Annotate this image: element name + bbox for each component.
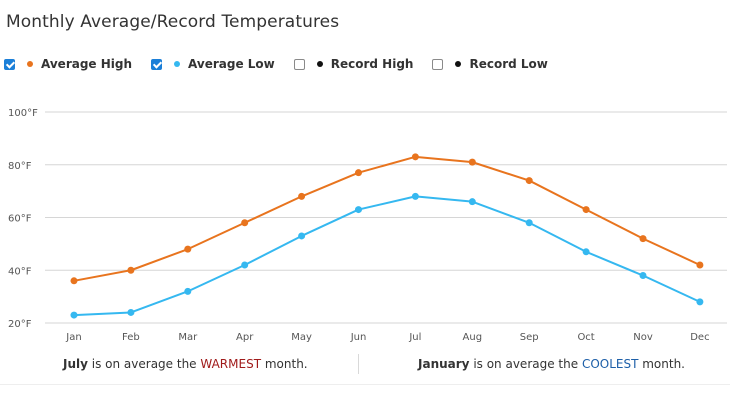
legend: Average High Average Low Record High Rec… <box>4 56 567 72</box>
data-point-average-high-jul <box>411 153 419 161</box>
data-point-average-high-may <box>298 192 306 200</box>
data-point-average-low-jun <box>355 206 362 214</box>
x-tick-label-mar: Mar <box>178 332 198 343</box>
legend-label-record-high: Record High <box>330 57 414 71</box>
bottom-divider <box>0 384 730 385</box>
data-point-average-high-jan <box>70 277 78 285</box>
checkbox-average-low[interactable] <box>151 58 163 70</box>
checkbox-record-high[interactable] <box>293 58 305 70</box>
coolest-text-after: month. <box>638 357 685 371</box>
data-point-average-low-dec <box>696 298 704 306</box>
chart-title: Monthly Average/Record Temperatures <box>6 12 340 32</box>
data-point-average-low-may <box>298 232 306 240</box>
legend-item-average-high[interactable]: Average High <box>4 57 132 71</box>
data-point-average-low-oct <box>582 248 590 256</box>
y-tick-label-80: 80°F <box>8 161 32 172</box>
y-tick-label-60: 60°F <box>8 214 32 225</box>
x-tick-label-sep: Sep <box>520 332 539 343</box>
summary-footer: July is on average the WARMEST month. Ja… <box>0 354 730 374</box>
data-point-average-low-apr <box>241 261 249 269</box>
data-point-average-low-aug <box>468 198 476 206</box>
x-tick-label-jun: Jun <box>350 332 367 343</box>
legend-item-record-low[interactable]: Record Low <box>432 57 548 71</box>
x-tick-label-nov: Nov <box>633 332 653 343</box>
data-point-average-low-mar <box>184 287 192 295</box>
x-tick-label-apr: Apr <box>236 332 254 343</box>
data-point-average-high-dec <box>696 261 704 269</box>
warmest-text-after: month. <box>261 357 308 371</box>
x-tick-label-oct: Oct <box>577 332 594 343</box>
coolest-text-before: is on average the <box>469 357 582 371</box>
y-tick-label-100: 100°F <box>8 108 38 119</box>
x-tick-label-feb: Feb <box>122 332 140 343</box>
data-point-average-low-jan <box>70 311 78 319</box>
warmest-word: WARMEST <box>200 357 262 371</box>
data-point-average-high-oct <box>582 206 590 214</box>
data-point-average-low-nov <box>639 272 647 280</box>
data-point-average-high-mar <box>184 245 192 253</box>
legend-marker-average-high <box>27 61 33 67</box>
footer-divider <box>358 354 359 374</box>
coolest-summary: January is on average the COOLEST month. <box>418 357 685 371</box>
warmest-month: July <box>63 357 88 371</box>
x-tick-label-dec: Dec <box>690 332 709 343</box>
y-tick-label-20: 20°F <box>8 319 32 330</box>
series-line-average-low <box>73 195 701 317</box>
data-point-average-high-nov <box>639 235 647 243</box>
data-point-average-high-feb <box>127 266 135 274</box>
legend-label-average-low: Average Low <box>188 57 275 71</box>
data-point-average-high-aug <box>468 158 476 166</box>
x-tick-label-jan: Jan <box>65 332 81 343</box>
data-point-average-low-feb <box>127 308 135 316</box>
legend-label-average-high: Average High <box>41 57 133 71</box>
legend-marker-record-low <box>455 61 462 67</box>
coolest-word: COOLEST <box>581 357 639 371</box>
data-point-average-high-jun <box>355 169 362 177</box>
temperature-line-chart: 20°F 40°F 60°F 80°F 100°F Jan Feb Mar Apr May Jun J… <box>8 108 727 343</box>
x-tick-label-aug: Aug <box>463 332 483 343</box>
warmest-text-before: is on average the <box>87 357 201 371</box>
data-point-average-low-jul <box>411 192 419 200</box>
coolest-month: January <box>418 357 470 371</box>
legend-item-record-high[interactable]: Record High <box>293 57 414 71</box>
checkbox-record-low[interactable] <box>432 58 444 70</box>
warmest-summary: July is on average the WARMEST month. <box>63 357 308 371</box>
legend-marker-record-high <box>316 61 323 67</box>
checkbox-average-high[interactable] <box>4 58 15 70</box>
series-line-average-high <box>73 155 701 282</box>
x-tick-label-jul: Jul <box>408 332 421 343</box>
legend-marker-average-low <box>174 61 181 67</box>
data-point-average-high-sep <box>525 177 533 185</box>
legend-label-record-low: Record Low <box>469 57 548 71</box>
legend-item-average-low[interactable]: Average Low <box>151 57 275 71</box>
data-point-average-high-apr <box>241 219 249 227</box>
x-tick-label-may: May <box>291 332 312 343</box>
data-point-average-low-sep <box>525 219 533 227</box>
y-tick-label-40: 40°F <box>8 266 32 277</box>
